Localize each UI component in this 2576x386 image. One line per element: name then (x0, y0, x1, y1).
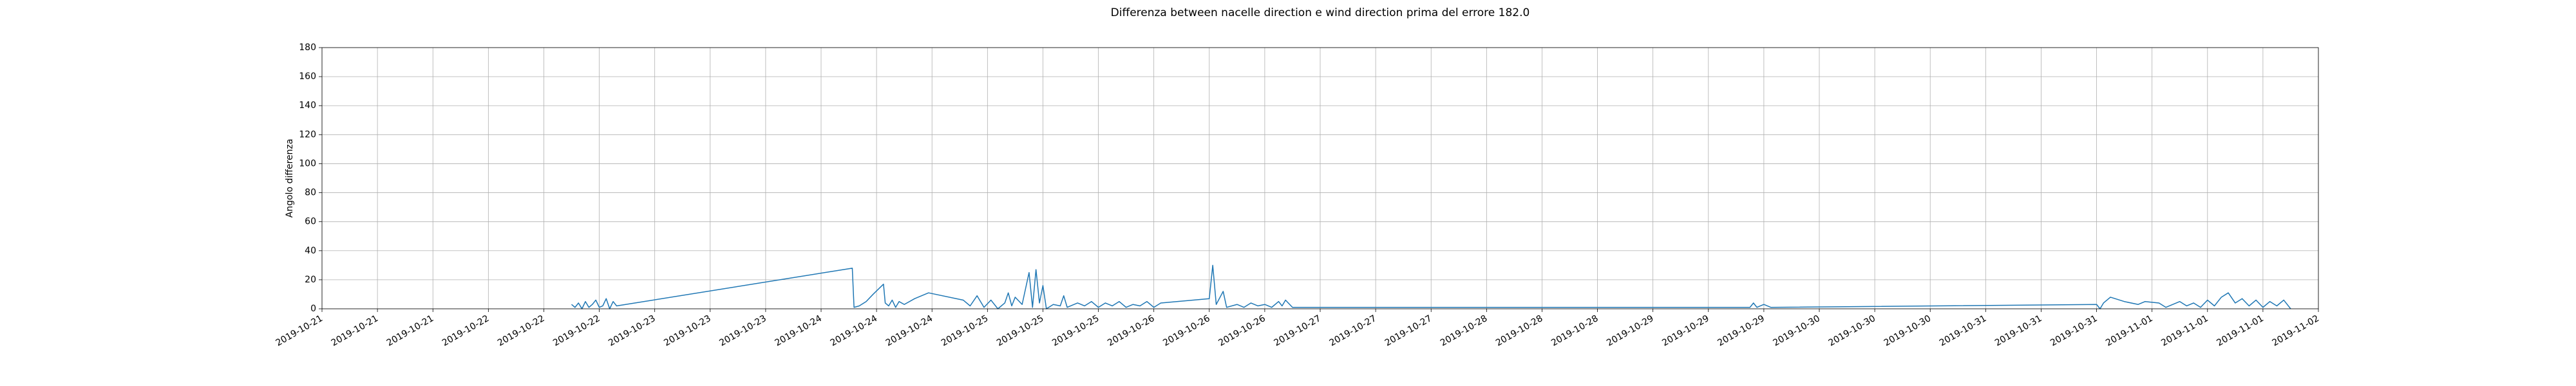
y-tick-label: 120 (299, 129, 316, 140)
y-tick-label: 160 (299, 71, 316, 82)
y-tick-label: 100 (299, 158, 316, 169)
data-line (571, 264, 2291, 309)
y-tick-label: 60 (305, 217, 316, 227)
y-tick-label: 40 (305, 246, 316, 256)
y-tick-label: 80 (305, 188, 316, 198)
y-tick-label: 0 (310, 304, 316, 314)
chart-title: Differenza between nacelle direction e w… (1111, 6, 1530, 19)
axes-frame (321, 47, 2319, 309)
y-tick-label: 20 (305, 275, 316, 285)
y-tick-label: 180 (299, 42, 316, 53)
y-tick-label: 140 (299, 100, 316, 111)
y-axis-label: Angolo differenza (285, 139, 295, 218)
